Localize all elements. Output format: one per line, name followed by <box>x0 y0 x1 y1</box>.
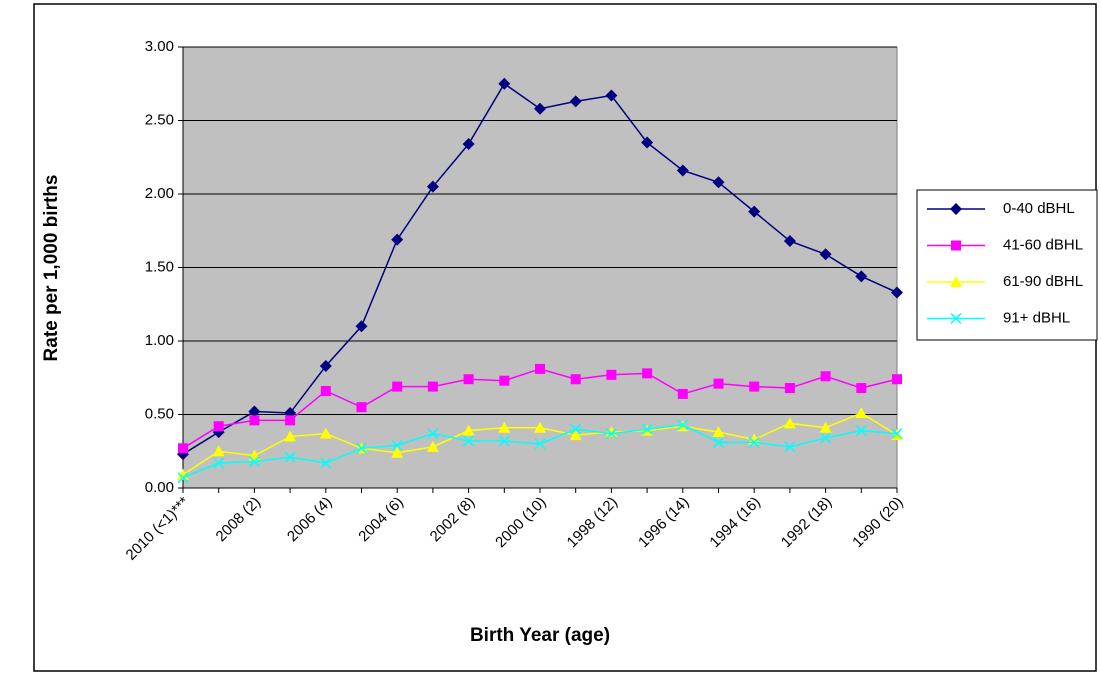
y-tick-label: 0.50 <box>145 405 174 422</box>
y-tick-label: 1.00 <box>145 332 174 349</box>
marker <box>462 138 475 151</box>
marker <box>605 428 617 440</box>
marker <box>248 456 260 468</box>
marker <box>248 405 261 418</box>
marker <box>463 374 474 385</box>
marker <box>498 77 511 90</box>
marker <box>212 445 225 457</box>
marker <box>820 371 831 382</box>
marker <box>891 428 903 440</box>
marker <box>820 432 832 444</box>
marker <box>391 233 404 246</box>
marker <box>819 248 832 261</box>
marker <box>569 429 582 441</box>
marker <box>712 176 725 189</box>
marker <box>784 383 795 394</box>
marker <box>950 203 962 215</box>
marker <box>891 286 903 299</box>
marker <box>713 378 724 389</box>
marker <box>213 457 225 469</box>
marker <box>355 320 368 333</box>
marker <box>570 423 582 435</box>
marker <box>855 425 867 437</box>
marker <box>178 443 188 454</box>
marker <box>642 368 653 379</box>
y-tick-label: 2.00 <box>145 185 174 202</box>
marker <box>712 426 725 438</box>
marker <box>784 441 796 453</box>
marker <box>213 421 224 432</box>
legend-label: 91+ dBHL <box>1003 309 1070 326</box>
marker <box>783 417 796 429</box>
marker <box>951 240 961 251</box>
marker <box>783 235 796 248</box>
marker <box>426 440 439 452</box>
marker <box>855 270 868 283</box>
marker <box>856 383 867 394</box>
y-tick-label: 3.00 <box>145 38 174 55</box>
marker <box>677 419 689 431</box>
marker <box>462 424 475 436</box>
marker <box>392 381 403 392</box>
marker <box>535 363 545 374</box>
y-tick-label: 0.00 <box>145 479 174 496</box>
marker <box>855 407 868 419</box>
marker <box>249 415 260 426</box>
marker <box>319 359 332 372</box>
marker <box>641 423 653 435</box>
legend-label: 41-60 dBHL <box>1003 236 1083 253</box>
marker <box>749 381 760 392</box>
marker <box>319 427 332 439</box>
marker <box>391 439 403 451</box>
y-tick-label: 2.50 <box>145 111 174 128</box>
marker <box>748 205 761 218</box>
marker <box>892 374 902 385</box>
marker <box>676 164 689 177</box>
marker <box>427 428 439 440</box>
marker <box>499 375 510 386</box>
marker <box>606 369 617 380</box>
marker <box>677 388 688 399</box>
marker <box>391 446 404 458</box>
legend-box <box>916 189 1098 341</box>
y-axis-title: Rate per 1,000 births <box>41 175 62 362</box>
marker <box>605 89 618 102</box>
marker <box>355 442 368 454</box>
marker <box>605 426 618 438</box>
marker <box>534 438 546 450</box>
marker <box>426 180 439 193</box>
marker <box>320 385 331 396</box>
marker <box>284 451 296 463</box>
marker <box>950 312 962 325</box>
marker <box>534 102 546 115</box>
marker <box>177 472 189 484</box>
marker <box>320 457 332 469</box>
marker <box>641 136 654 149</box>
marker <box>534 421 546 433</box>
marker <box>570 374 581 385</box>
y-tick-label: 1.50 <box>145 258 174 275</box>
marker <box>748 436 760 448</box>
marker <box>498 421 511 433</box>
marker <box>285 415 296 426</box>
marker <box>463 435 475 447</box>
marker <box>819 421 832 433</box>
legend-label: 0-40 dBHL <box>1003 200 1075 217</box>
legend-label: 61-90 dBHL <box>1003 273 1083 290</box>
marker <box>712 436 725 448</box>
marker <box>950 276 962 287</box>
marker <box>498 435 510 447</box>
marker <box>284 430 297 442</box>
x-axis-title: Birth Year (age) <box>470 625 610 646</box>
marker <box>356 402 367 413</box>
marker <box>427 381 438 392</box>
marker <box>569 95 582 108</box>
